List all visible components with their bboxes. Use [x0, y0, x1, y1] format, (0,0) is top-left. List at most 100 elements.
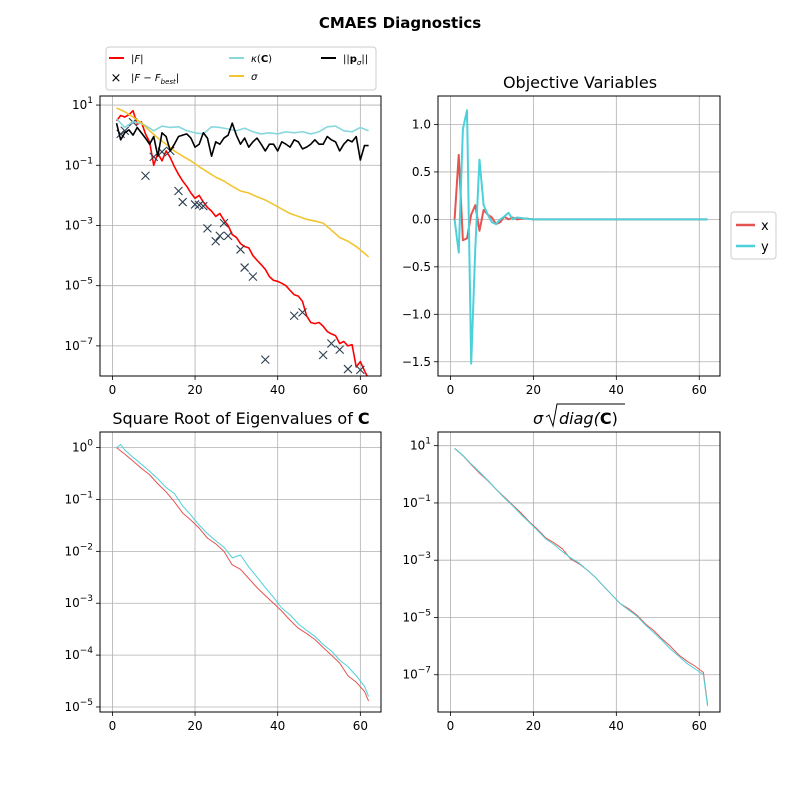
y-tick-label: 0.0 — [412, 212, 431, 226]
x-tick-label: 20 — [526, 719, 541, 733]
data-point-marker — [335, 345, 345, 355]
y-tick-label: 101 — [72, 96, 93, 112]
data-point-marker — [236, 245, 245, 254]
series-s3-line — [116, 107, 370, 258]
sqrt-sign — [545, 403, 625, 428]
y-tick-label: 10−1 — [402, 494, 431, 510]
series-s0-line — [116, 447, 370, 702]
top-legend-box — [105, 46, 377, 91]
data-point-marker — [174, 186, 183, 196]
y-tick-label: −0.5 — [402, 260, 431, 274]
series-group — [453, 109, 708, 365]
series-p-line — [115, 122, 369, 161]
data-point-marker — [149, 152, 159, 162]
series-group — [115, 107, 370, 376]
x-tick-label: 40 — [609, 719, 624, 733]
data-point-marker — [120, 126, 130, 136]
data-point-marker — [248, 272, 258, 282]
data-point-marker — [141, 171, 150, 181]
x-tick-label: 40 — [270, 383, 285, 397]
x-tick-label: 0 — [109, 383, 117, 397]
y-tick-label: 0.5 — [412, 165, 431, 179]
x-tick-label: 60 — [353, 383, 368, 397]
axes-frame — [99, 431, 382, 713]
y-tick-label: 100 — [72, 439, 93, 455]
panel-bottom-right: 0 20 40 60 101 10−1 10−3 10−5 10−7 — [402, 431, 721, 733]
series-c-line — [115, 118, 369, 135]
y-tick-label: −1.0 — [402, 307, 431, 321]
x-tick-label: 20 — [187, 719, 202, 733]
y-tick-label: −1.5 — [402, 355, 431, 369]
y-tick-label: 10−7 — [402, 666, 431, 682]
y-tick-label: 10−5 — [64, 698, 93, 714]
x-tick-label: 20 — [526, 383, 541, 397]
objective-legend-box — [730, 211, 777, 260]
legend-swatch-Fbest: × — [111, 71, 122, 86]
y-tick-label: 10−4 — [64, 646, 93, 662]
series-s1-line — [454, 448, 709, 707]
panel-top-right: 0 20 40 60 1.0 0.5 0.0 −0.5 −1.0 −1.5 — [402, 95, 721, 397]
series-s1-line — [116, 443, 370, 697]
series-f-f-best-markers — [116, 117, 365, 375]
axes-frame — [437, 95, 721, 377]
y-tick-label: 10−1 — [64, 490, 93, 506]
panel-top-left: 0 20 40 60 101 10−1 10−3 10−5 10−7 — [64, 95, 382, 397]
data-point-marker — [355, 365, 365, 375]
x-tick-label: 60 — [692, 383, 707, 397]
data-point-marker — [215, 231, 225, 241]
series-y-line — [453, 109, 708, 365]
panel-title-eigenvalues: Square Root of Eigenvalues of C — [112, 409, 369, 428]
data-point-marker — [240, 263, 250, 272]
x-tick-label: 40 — [609, 383, 624, 397]
legend-label-x: x — [761, 219, 769, 234]
y-tick-label: 10−3 — [402, 551, 431, 567]
panel-bottom-left: 0 20 40 60 100 10−1 10−2 10−3 10−4 10−5 — [64, 431, 382, 733]
y-tick-label: 10−3 — [64, 594, 93, 610]
legend-label-F: |F| — [131, 54, 144, 65]
data-point-marker — [298, 307, 307, 317]
x-tick-label: 60 — [353, 719, 368, 733]
top-legend: |F| × |F − Fbest| κ(C) σ ||pσ|| — [105, 46, 377, 91]
series-group — [116, 443, 370, 702]
x-tick-label: 40 — [270, 719, 285, 733]
data-point-marker — [211, 236, 221, 246]
data-point-marker — [198, 201, 208, 211]
data-point-marker — [219, 218, 229, 228]
y-tick-label: 10−3 — [64, 216, 93, 232]
axes-frame — [99, 95, 382, 377]
data-point-marker — [260, 355, 270, 365]
x-tick-label: 0 — [447, 719, 455, 733]
data-point-marker — [289, 311, 299, 321]
legend-label-sigma: σ — [251, 72, 258, 83]
panel-title-diag: diag(C) — [559, 409, 618, 428]
panel-title-sigma-diag: σ diag(C) — [533, 403, 625, 428]
y-tick-label: 10−1 — [64, 156, 93, 172]
series-group — [454, 448, 709, 707]
y-tick-label: 101 — [410, 437, 431, 453]
figure-title: CMAES Diagnostics — [319, 14, 481, 32]
y-tick-label: 10−2 — [64, 542, 93, 558]
panel-title-sigma: σ — [533, 409, 544, 428]
objective-legend: x y — [730, 211, 777, 260]
axes-frame — [437, 431, 721, 713]
series-x-line — [453, 153, 708, 242]
data-point-marker — [327, 339, 336, 348]
x-tick-label: 0 — [447, 383, 455, 397]
y-tick-label: 1.0 — [412, 117, 431, 131]
x-tick-label: 60 — [692, 719, 707, 733]
data-point-marker — [178, 197, 188, 207]
data-point-marker — [203, 224, 212, 233]
data-point-marker — [343, 364, 353, 374]
y-tick-label: 10−5 — [64, 277, 93, 293]
data-point-marker — [318, 350, 328, 360]
legend-label-psigma: ||pσ|| — [343, 54, 368, 67]
legend-label-y: y — [761, 240, 769, 255]
x-tick-label: 20 — [187, 383, 202, 397]
y-tick-label: 10−7 — [64, 337, 93, 353]
x-tick-label: 0 — [109, 719, 117, 733]
data-point-marker — [223, 231, 233, 241]
y-tick-label: 10−5 — [402, 608, 431, 624]
